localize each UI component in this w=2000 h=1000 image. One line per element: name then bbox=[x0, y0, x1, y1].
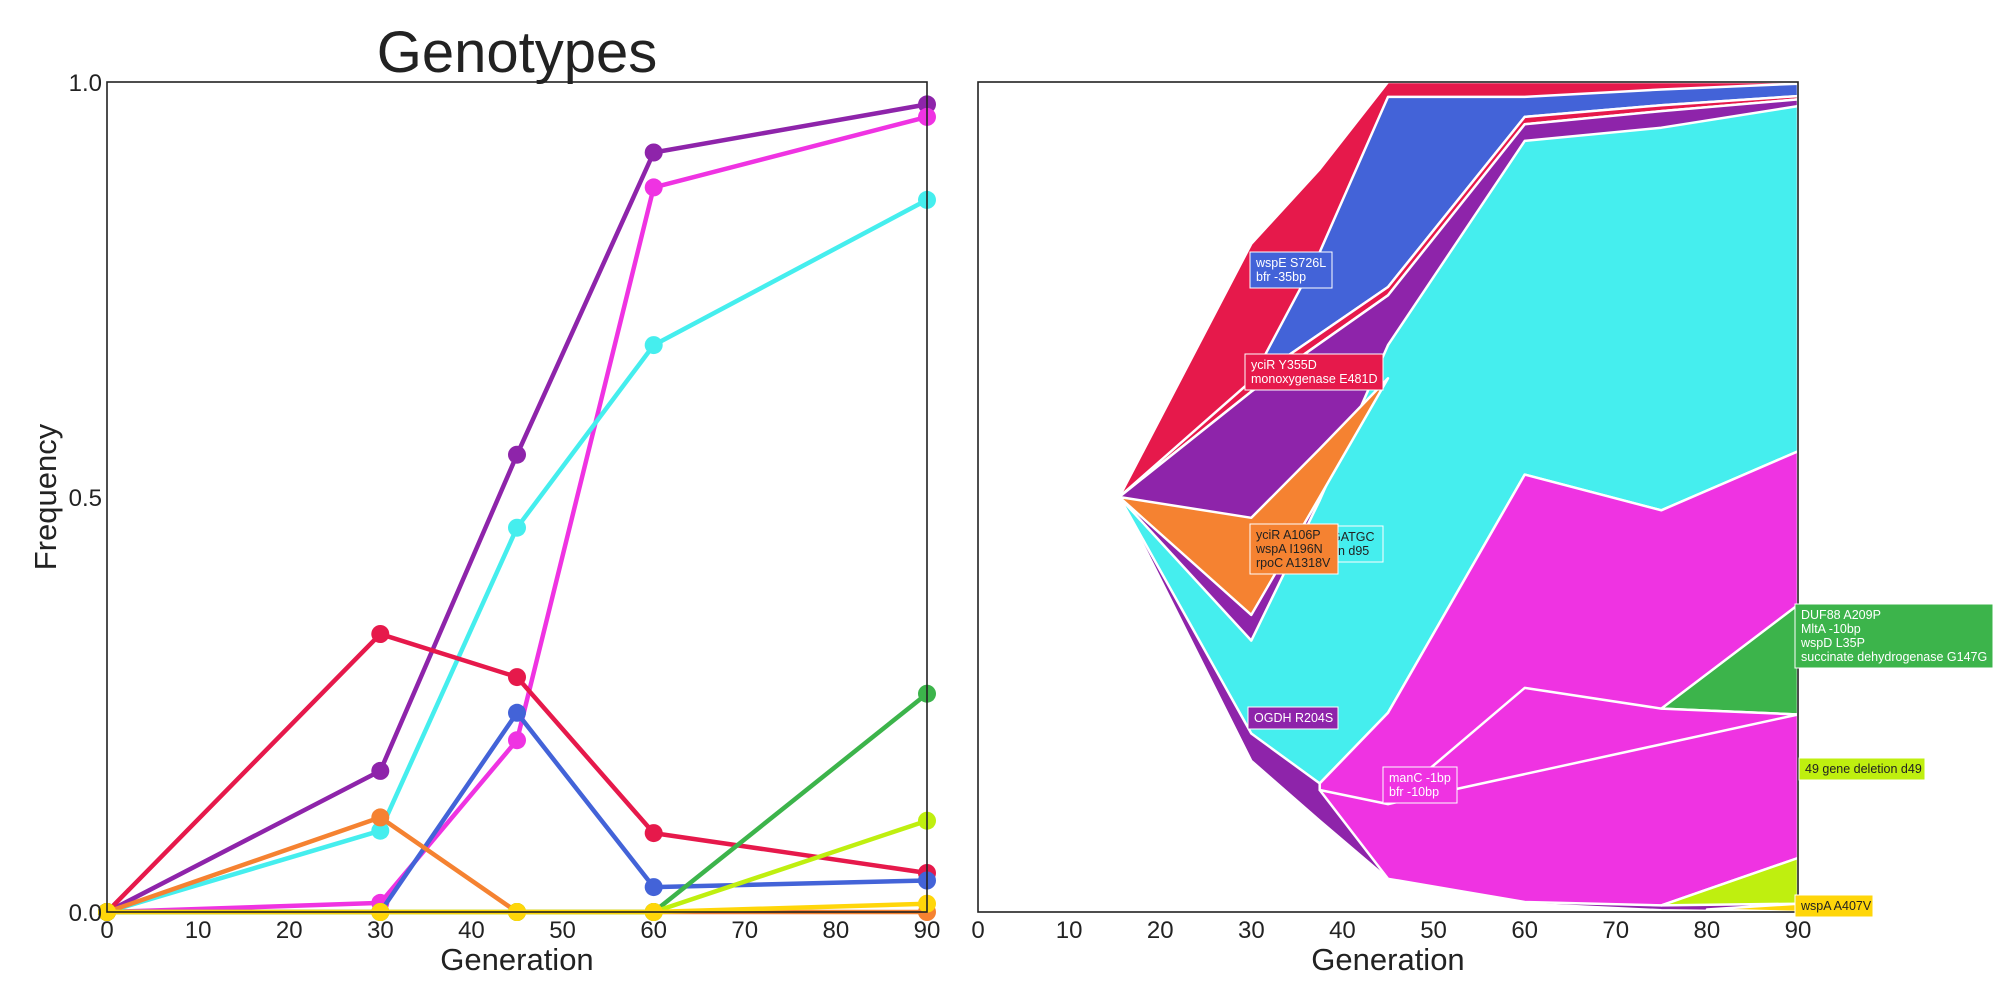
area-x-axis-label: Generation bbox=[1311, 942, 1464, 977]
annotation-text: wspE S726L bbox=[1255, 256, 1326, 270]
series-1 bbox=[98, 107, 936, 921]
x-axis-label: Generation bbox=[440, 942, 593, 977]
annotation-text: bfr -10bp bbox=[1389, 785, 1439, 799]
data-point bbox=[508, 731, 526, 750]
annotation-text: DUF88 A209P bbox=[1801, 608, 1881, 622]
x-tick-label: 80 bbox=[1694, 917, 1721, 944]
annotation-text: GATGC bbox=[1331, 530, 1375, 544]
data-point bbox=[371, 761, 390, 780]
series-2 bbox=[98, 190, 936, 921]
x-tick-label: 30 bbox=[367, 917, 394, 944]
data-point bbox=[508, 518, 526, 537]
data-point bbox=[371, 821, 390, 840]
genotype-frequency-line-chart: Genotypes 0 10 20 30 40 50 60 70 80 90 0.00.51.0 … bbox=[28, 20, 940, 977]
annotation-text: yciR Y355D bbox=[1251, 358, 1317, 372]
x-tick-label: 70 bbox=[731, 917, 758, 944]
genotype-annotation: 49 gene deletion d49 bbox=[1798, 757, 1926, 781]
x-tick-label: 50 bbox=[1420, 917, 1447, 944]
x-tick-label: 40 bbox=[458, 917, 485, 944]
y-axis-label: Frequency bbox=[28, 423, 63, 570]
y-tick-label: 0.0 bbox=[69, 900, 102, 927]
annotation-text: wspA A407V bbox=[1800, 899, 1872, 913]
data-point bbox=[508, 668, 526, 687]
annotation-text: manC -1bp bbox=[1389, 771, 1451, 785]
plot-frame bbox=[106, 81, 928, 913]
annotation-box bbox=[1382, 766, 1458, 804]
data-point bbox=[644, 178, 663, 197]
annotation-box bbox=[1247, 706, 1339, 730]
y-tick-label: 1.0 bbox=[69, 70, 102, 97]
x-tick-label: 30 bbox=[1238, 917, 1265, 944]
annotation-text: rpoC A1318V bbox=[1256, 556, 1331, 570]
x-tick-label: 10 bbox=[1056, 917, 1083, 944]
series-line bbox=[104, 815, 930, 915]
data-point bbox=[508, 703, 526, 722]
genotype-region bbox=[1117, 377, 1390, 617]
series-line bbox=[104, 818, 930, 915]
data-point bbox=[644, 878, 663, 897]
x-tick-label: 90 bbox=[1785, 917, 1812, 944]
y-tick-labels: 0.0 0.5 1.0 bbox=[69, 70, 102, 927]
data-point bbox=[644, 336, 663, 355]
data-point bbox=[371, 625, 390, 643]
series-line bbox=[104, 691, 930, 915]
x-tick-label: 80 bbox=[823, 917, 850, 944]
series-group bbox=[98, 95, 936, 921]
annotation-box bbox=[1798, 757, 1926, 781]
area-plot-frame bbox=[977, 81, 1799, 913]
x-tick-label: 70 bbox=[1602, 917, 1629, 944]
annotation-box bbox=[1244, 353, 1384, 391]
y-tick-label: 0.5 bbox=[69, 485, 102, 512]
x-tick-label: 50 bbox=[549, 917, 576, 944]
annotation-box bbox=[1249, 523, 1339, 575]
x-tick-label: 90 bbox=[914, 917, 941, 944]
x-tick-label: 40 bbox=[1329, 917, 1356, 944]
annotation-text: succinate dehydrogenase G147G bbox=[1801, 650, 1987, 664]
data-point bbox=[644, 143, 663, 162]
x-tick-label: 60 bbox=[1511, 917, 1538, 944]
data-point bbox=[644, 824, 663, 843]
x-tick-labels: 0 10 20 30 40 50 60 70 80 90 bbox=[100, 917, 940, 944]
x-tick-label: 0 bbox=[971, 917, 984, 944]
series-line bbox=[104, 197, 930, 915]
series-0 bbox=[98, 95, 936, 921]
annotation-box bbox=[1794, 894, 1874, 918]
data-point bbox=[508, 445, 526, 464]
chart-title: Genotypes bbox=[377, 20, 658, 85]
annotation-text: monoxygenase E481D bbox=[1251, 372, 1377, 386]
x-tick-label: 20 bbox=[1147, 917, 1174, 944]
x-tick-label: 0 bbox=[100, 917, 113, 944]
annotation-text: bfr -35bp bbox=[1256, 270, 1306, 284]
annotation-text: wspD L35P bbox=[1800, 636, 1865, 650]
genotype-annotation: OGDH R204S bbox=[1247, 706, 1339, 730]
x-tick-label: 60 bbox=[640, 917, 667, 944]
annotation-text: OGDH R204S bbox=[1254, 711, 1333, 725]
annotation-text: on d95 bbox=[1331, 544, 1369, 558]
genotype-annotation: wspA A407V bbox=[1794, 894, 1874, 918]
annotation-box bbox=[1794, 603, 1994, 669]
annotation-text: 49 gene deletion d49 bbox=[1805, 762, 1922, 776]
annotation-text: yciR A106P bbox=[1256, 528, 1321, 542]
x-tick-label: 10 bbox=[185, 917, 212, 944]
area-x-tick-labels: 0 10 20 30 40 50 60 70 80 90 bbox=[971, 917, 1811, 944]
annotation-text: wspA I196N bbox=[1255, 542, 1323, 556]
area-regions bbox=[1117, 80, 1800, 914]
annotation-text: MltA -10bp bbox=[1801, 622, 1861, 636]
annotation-box bbox=[1249, 251, 1333, 289]
x-tick-label: 20 bbox=[276, 917, 303, 944]
data-point bbox=[371, 808, 390, 827]
